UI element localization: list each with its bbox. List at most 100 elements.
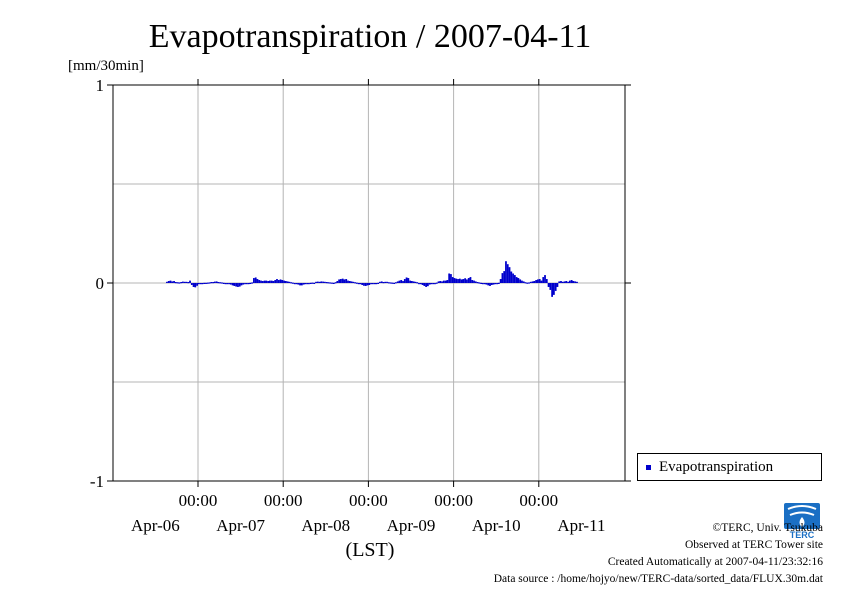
bar-206	[531, 281, 534, 283]
bar-145	[423, 283, 426, 286]
bar-38	[233, 283, 236, 286]
bar-85	[316, 281, 319, 283]
bar-124	[386, 281, 388, 284]
bar-80	[308, 283, 310, 285]
bar-87	[320, 281, 323, 283]
bar-121	[380, 281, 383, 283]
bar-135	[405, 277, 408, 283]
bar-230	[574, 281, 577, 283]
bar-36	[229, 283, 232, 285]
bar-137	[409, 280, 412, 283]
bar-43	[242, 283, 245, 285]
y-axis: 1 0 -1	[90, 76, 631, 491]
bar-184	[492, 283, 495, 285]
bar-204	[528, 282, 530, 284]
bar-138	[411, 281, 413, 283]
bar-57	[267, 281, 270, 283]
bar-185	[494, 283, 497, 285]
bar-116	[371, 283, 374, 285]
bar-70	[290, 282, 293, 284]
bar-48	[251, 282, 254, 284]
bar-8	[180, 282, 183, 284]
bar-214	[545, 279, 548, 283]
bar-44	[244, 283, 246, 285]
bar-28	[215, 281, 218, 283]
bar-23	[206, 282, 209, 284]
bar-96	[336, 281, 339, 283]
bar-5	[174, 282, 177, 284]
bar-122	[382, 282, 385, 284]
bar-229	[572, 281, 575, 283]
x-axis-label: (LST)	[346, 539, 395, 561]
bar-13	[189, 280, 191, 283]
bar-61	[274, 280, 277, 283]
bar-131	[398, 280, 401, 283]
bar-170	[467, 278, 470, 283]
bar-112	[364, 283, 367, 286]
bar-2	[169, 280, 172, 283]
bar-151	[434, 283, 436, 285]
bar-142	[418, 283, 420, 285]
bar-65	[281, 280, 284, 283]
bar-92	[329, 282, 332, 284]
bar-33	[224, 283, 227, 285]
bar-73	[295, 283, 298, 285]
bar-42	[240, 283, 243, 286]
bar-208	[535, 280, 538, 283]
bar-94	[332, 282, 335, 284]
bar-4	[173, 281, 175, 283]
bar-158	[446, 280, 449, 283]
x-tick-date-label-1: Apr-07	[216, 516, 265, 535]
bar-188	[499, 279, 502, 283]
bar-126	[389, 282, 392, 284]
bar-108	[357, 283, 360, 285]
bar-150	[432, 283, 435, 285]
x-tick-date-label-2: Apr-08	[301, 516, 350, 535]
bar-176	[478, 282, 481, 284]
bar-68	[286, 281, 289, 283]
bar-74	[297, 283, 300, 285]
bar-209	[537, 279, 539, 283]
legend: Evapotranspiration	[637, 453, 822, 481]
bar-228	[570, 280, 573, 283]
bar-192	[506, 264, 509, 283]
chart-title: Evapotranspiration / 2007-04-11	[149, 18, 592, 55]
bar-218	[553, 283, 555, 295]
bar-37	[231, 283, 234, 286]
bar-104	[350, 281, 353, 283]
bar-178	[482, 283, 484, 285]
bar-59	[270, 280, 273, 283]
credit-created: Created Automatically at 2007-04-11/23:3…	[607, 556, 823, 568]
bar-77	[302, 283, 305, 285]
bar-21	[203, 282, 206, 284]
bar-222	[560, 281, 562, 283]
logo-text: TERC	[790, 530, 815, 539]
bar-198	[517, 278, 520, 283]
bar-199	[519, 279, 522, 283]
bar-82	[311, 282, 314, 284]
bar-97	[338, 279, 341, 283]
bar-223	[561, 281, 564, 284]
bar-76	[300, 283, 303, 286]
bar-101	[345, 279, 348, 283]
bar-99	[341, 278, 344, 283]
bar-52	[258, 280, 261, 283]
bar-49	[253, 278, 255, 283]
bar-46	[247, 283, 250, 285]
bar-182	[489, 283, 491, 286]
bar-146	[425, 283, 427, 287]
bar-69	[288, 281, 291, 284]
bar-127	[391, 282, 394, 284]
bar-140	[414, 281, 417, 284]
bar-168	[464, 278, 467, 283]
y-tick-label-1: 0	[96, 274, 105, 293]
bar-179	[483, 283, 486, 285]
bar-35	[228, 283, 230, 285]
bar-98	[340, 279, 342, 283]
bar-51	[256, 279, 259, 283]
x-tick-time-label-3: 00:00	[434, 491, 473, 510]
bar-193	[508, 267, 511, 283]
bar-62	[276, 279, 278, 283]
x-tick-date-label-3: Apr-09	[387, 516, 436, 535]
